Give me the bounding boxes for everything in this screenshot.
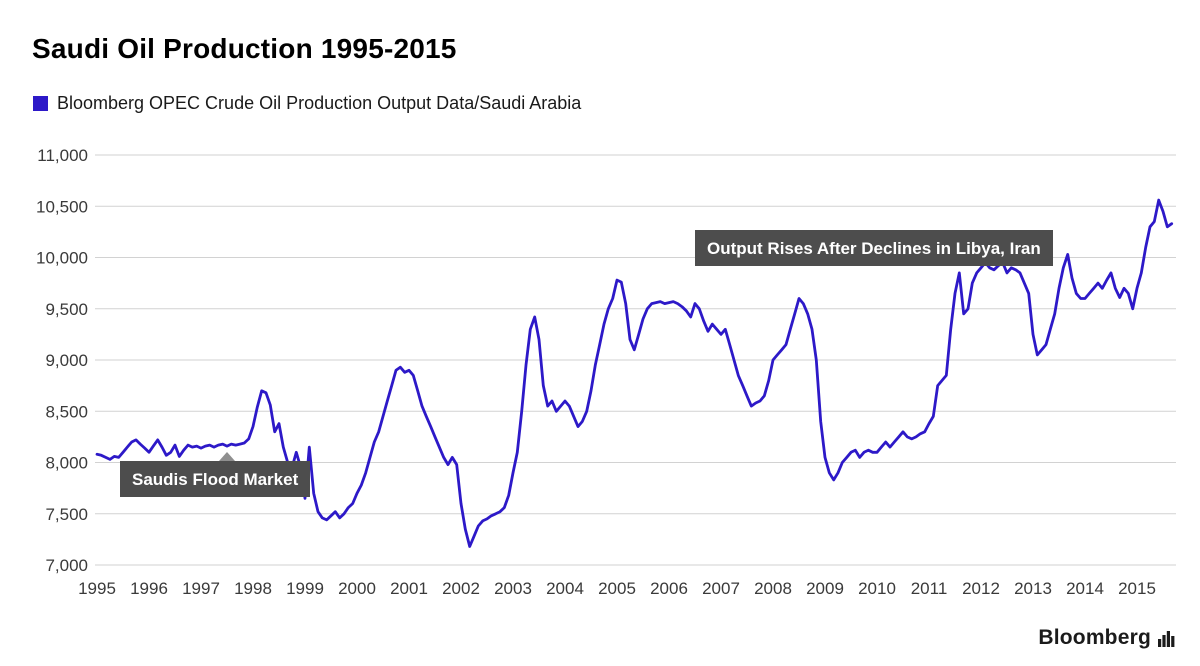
page-title: Saudi Oil Production 1995-2015 bbox=[32, 33, 457, 64]
svg-text:2014: 2014 bbox=[1066, 579, 1104, 598]
svg-text:1999: 1999 bbox=[286, 579, 324, 598]
svg-text:11,000: 11,000 bbox=[37, 146, 88, 165]
svg-text:1995: 1995 bbox=[78, 579, 116, 598]
svg-text:1997: 1997 bbox=[182, 579, 220, 598]
chart-bars-icon bbox=[1158, 631, 1175, 647]
svg-text:2008: 2008 bbox=[754, 579, 792, 598]
svg-text:2004: 2004 bbox=[546, 579, 584, 598]
svg-text:2005: 2005 bbox=[598, 579, 636, 598]
annotation-text: Output Rises After Declines in Libya, Ir… bbox=[707, 239, 1041, 258]
svg-text:10,000: 10,000 bbox=[36, 249, 88, 268]
legend-label: Bloomberg OPEC Crude Oil Production Outp… bbox=[57, 93, 582, 113]
svg-text:2011: 2011 bbox=[911, 579, 948, 598]
svg-text:1998: 1998 bbox=[234, 579, 272, 598]
annotation-text: Saudis Flood Market bbox=[132, 470, 299, 489]
svg-text:2013: 2013 bbox=[1014, 579, 1052, 598]
bloomberg-logo: Bloomberg bbox=[1038, 626, 1151, 649]
svg-text:8,500: 8,500 bbox=[45, 402, 88, 421]
svg-text:8,000: 8,000 bbox=[45, 454, 88, 473]
svg-text:2007: 2007 bbox=[702, 579, 740, 598]
svg-text:7,000: 7,000 bbox=[45, 556, 88, 575]
annotation-saudis-flood-market: Saudis Flood Market bbox=[120, 452, 311, 497]
svg-text:2009: 2009 bbox=[806, 579, 844, 598]
annotation-output-rises: Output Rises After Declines in Libya, Ir… bbox=[695, 230, 1053, 266]
svg-text:2002: 2002 bbox=[442, 579, 480, 598]
svg-text:2001: 2001 bbox=[390, 579, 428, 598]
svg-text:2010: 2010 bbox=[858, 579, 896, 598]
svg-text:2012: 2012 bbox=[962, 579, 1000, 598]
legend: Bloomberg OPEC Crude Oil Production Outp… bbox=[33, 93, 581, 114]
svg-text:10,500: 10,500 bbox=[36, 197, 88, 216]
svg-text:2015: 2015 bbox=[1118, 579, 1156, 598]
svg-text:2003: 2003 bbox=[494, 579, 532, 598]
legend-swatch-icon bbox=[33, 96, 48, 111]
footer: Bloomberg bbox=[1038, 626, 1176, 650]
svg-text:9,000: 9,000 bbox=[45, 351, 88, 370]
svg-text:7,500: 7,500 bbox=[45, 505, 88, 524]
annotation-pointer-icon bbox=[219, 452, 235, 461]
svg-text:2000: 2000 bbox=[338, 579, 376, 598]
svg-text:9,500: 9,500 bbox=[45, 300, 88, 319]
svg-text:2006: 2006 bbox=[650, 579, 688, 598]
svg-text:1996: 1996 bbox=[130, 579, 168, 598]
